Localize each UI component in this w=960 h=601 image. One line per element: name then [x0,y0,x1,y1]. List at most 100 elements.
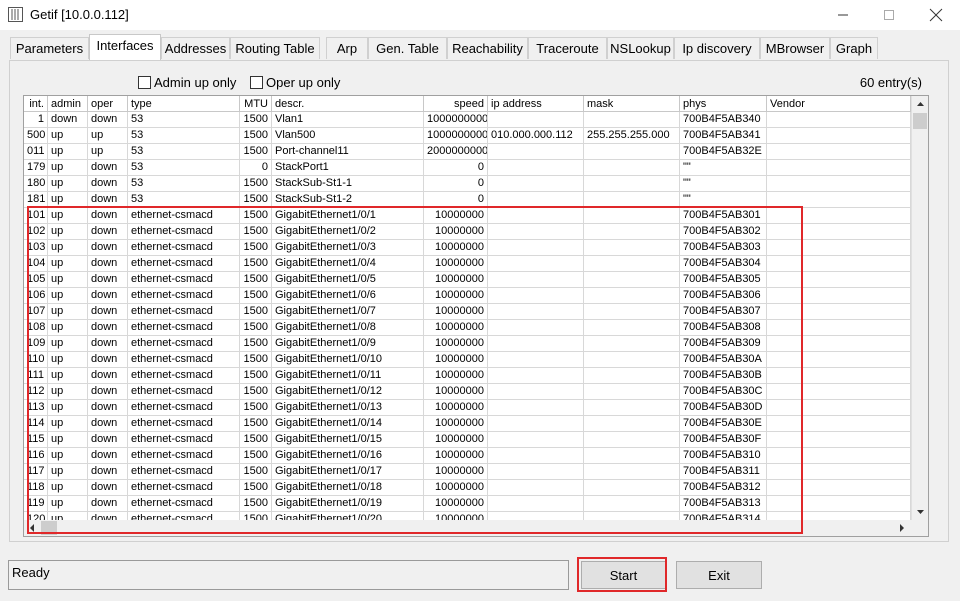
table-cell [767,144,911,160]
tab[interactable]: Graph [830,37,878,59]
column-header[interactable]: type [128,96,240,112]
tab[interactable]: MBrowser [760,37,830,59]
window-controls[interactable] [830,8,950,22]
table-cell: 700B4F5AB301 [680,208,767,224]
table-cell: 104 [24,256,48,272]
checkbox[interactable] [250,76,263,89]
start-button[interactable]: Start [581,561,666,589]
table-cell: up [48,336,88,352]
table-cell: ethernet-csmacd [128,240,240,256]
table-cell: 117 [24,464,48,480]
table-cell: 10000000 [424,416,488,432]
column-header[interactable]: Vendor [767,96,911,112]
table-cell [584,480,680,496]
table-cell [488,496,584,512]
table-cell [488,160,584,176]
tab[interactable]: Interfaces [89,34,161,60]
table-cell: up [48,480,88,496]
table-cell [767,208,911,224]
table-cell: ethernet-csmacd [128,416,240,432]
table-cell: GigabitEthernet1/0/15 [272,432,424,448]
column-header[interactable]: speed [424,96,488,112]
table-cell: 10000000 [424,432,488,448]
table-cell [488,224,584,240]
table-cell: up [48,240,88,256]
app-icon [8,7,23,22]
column-header[interactable]: descr. [272,96,424,112]
table-cell: 180 [24,176,48,192]
table-cell: down [88,432,128,448]
status-bar: Ready [8,560,569,590]
table-cell [767,256,911,272]
table-cell: down [88,464,128,480]
table-cell: 1500 [240,240,272,256]
tab[interactable]: Parameters [10,37,89,59]
table-cell: up [48,160,88,176]
table-cell: 101 [24,208,48,224]
table-cell: up [48,224,88,240]
table-cell: down [88,208,128,224]
table-cell: GigabitEthernet1/0/7 [272,304,424,320]
table-cell [488,144,584,160]
checkbox-label[interactable]: Oper up only [266,75,341,90]
table-cell: 116 [24,448,48,464]
tab[interactable]: Traceroute [528,37,607,59]
table-cell: GigabitEthernet1/0/17 [272,464,424,480]
table-cell: 700B4F5AB30B [680,368,767,384]
table-cell: 10000000 [424,288,488,304]
table-cell: 255.255.255.000 [584,128,680,144]
tab[interactable]: Gen. Table [368,37,447,59]
table-cell: 1500 [240,352,272,368]
table-cell [584,352,680,368]
tab[interactable]: Ip discovery [674,37,760,59]
table-cell: up [48,208,88,224]
tab[interactable]: Arp [326,37,368,59]
table-cell [488,416,584,432]
table-cell: up [88,144,128,160]
table-cell: 1500 [240,496,272,512]
table-cell: GigabitEthernet1/0/19 [272,496,424,512]
table-cell: 179 [24,160,48,176]
table-cell: 700B4F5AB312 [680,480,767,496]
column-header[interactable]: phys [680,96,767,112]
tab[interactable]: Reachability [447,37,528,59]
table-cell: 1500 [240,416,272,432]
column-header[interactable]: ip address [488,96,584,112]
table-cell: ethernet-csmacd [128,320,240,336]
table-cell: ethernet-csmacd [128,432,240,448]
column-header[interactable]: mask [584,96,680,112]
table-cell: 114 [24,416,48,432]
table-cell [767,368,911,384]
table-cell [584,320,680,336]
table-cell: 10000000 [424,448,488,464]
checkbox[interactable] [138,76,151,89]
column-header[interactable]: admin [48,96,88,112]
tab[interactable]: NSLookup [607,37,674,59]
table-cell: 700B4F5AB340 [680,112,767,128]
table-cell [584,304,680,320]
table-cell: 700B4F5AB302 [680,224,767,240]
tab[interactable]: Addresses [161,37,230,59]
table-cell [584,160,680,176]
vertical-scrollbar[interactable] [911,96,928,520]
table-cell: down [48,112,88,128]
table-cell: down [88,288,128,304]
table-cell: 1500 [240,304,272,320]
table-cell [767,288,911,304]
column-header[interactable]: MTU [240,96,272,112]
checkbox-label[interactable]: Admin up only [154,75,237,90]
table-cell: 53 [128,128,240,144]
table-cell: up [48,320,88,336]
tab[interactable]: Routing Table [230,37,320,59]
table-cell: 10000000 [424,480,488,496]
table-cell: GigabitEthernet1/0/13 [272,400,424,416]
table-cell [767,496,911,512]
table-cell [584,240,680,256]
table-cell: 1500 [240,208,272,224]
table-cell: 1500 [240,256,272,272]
exit-button[interactable]: Exit [676,561,762,589]
table-cell [488,256,584,272]
column-header[interactable]: oper [88,96,128,112]
column-header[interactable]: int. [24,96,48,112]
table-cell [767,384,911,400]
